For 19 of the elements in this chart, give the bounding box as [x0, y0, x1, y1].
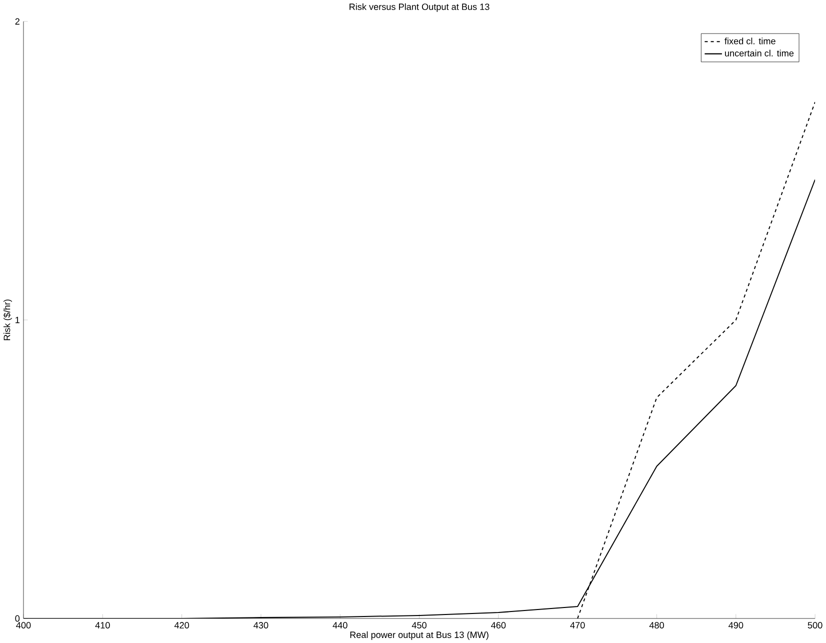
x-tick-label: 500 [808, 622, 822, 628]
x-tick-label: 470 [570, 622, 585, 628]
x-tick-label: 410 [95, 622, 110, 628]
y-tick-label: 2 [15, 18, 20, 25]
y-tick-label: 1 [16, 316, 20, 323]
x-tick-label: 400 [16, 622, 31, 628]
chart-title: Risk versus Plant Output at Bus 13 [350, 3, 490, 12]
x-axis-title: Real power output at Bus 13 (MW) [350, 631, 488, 640]
y-axis-title: Risk ($/hr) [3, 299, 12, 340]
x-tick-label: 460 [491, 622, 506, 628]
x-tick-label: 430 [254, 622, 268, 628]
y-tick-label: 0 [15, 615, 20, 622]
x-tick-label: 490 [728, 622, 744, 628]
legend-label: fixed cl. time [724, 38, 776, 44]
x-tick-label: 480 [649, 622, 664, 628]
legend-label: uncertain cl. time [725, 50, 794, 56]
x-tick-label: 450 [412, 622, 427, 628]
x-tick-label: 440 [332, 622, 348, 628]
x-tick-label: 420 [174, 622, 190, 628]
